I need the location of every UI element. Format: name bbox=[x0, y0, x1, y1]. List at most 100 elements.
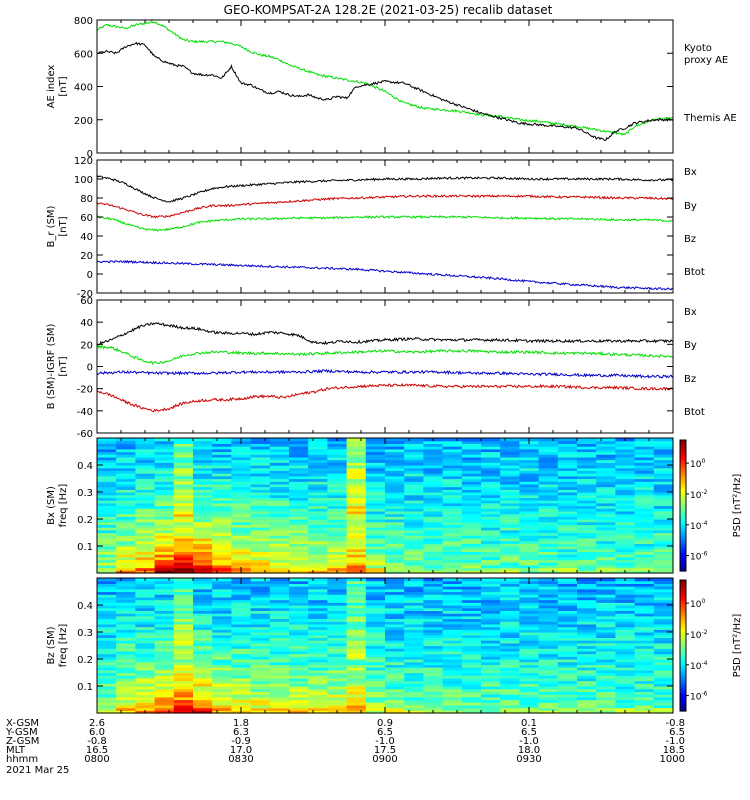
spectrogram-cell bbox=[116, 683, 136, 687]
spectrogram-cell bbox=[634, 497, 655, 501]
spectrogram-cell bbox=[154, 564, 175, 569]
legend-label: By bbox=[684, 201, 697, 212]
spectrogram-cell bbox=[461, 691, 482, 695]
spectrogram-cell bbox=[173, 516, 194, 520]
spectrogram-cell bbox=[327, 642, 348, 647]
spectrogram-cell bbox=[481, 494, 501, 498]
spectrogram-cell bbox=[154, 462, 175, 466]
spectrogram-cell bbox=[519, 637, 540, 641]
spectrogram-cell bbox=[154, 567, 175, 571]
spectrogram-cell bbox=[212, 524, 232, 528]
spectrogram-cell bbox=[557, 440, 578, 444]
spectrogram-cell bbox=[557, 540, 578, 544]
spectrogram-cell bbox=[557, 637, 578, 641]
spectrogram-cell bbox=[519, 527, 540, 531]
spectrogram-cell bbox=[557, 516, 578, 520]
spectrogram-cell bbox=[442, 696, 463, 701]
spectrogram-cell bbox=[212, 532, 232, 536]
spectrogram-cell bbox=[289, 618, 309, 622]
colorbar-cell bbox=[680, 634, 686, 638]
spectrogram-cell bbox=[538, 653, 559, 657]
spectrogram-cell bbox=[289, 467, 309, 471]
y-tick-label: 60 bbox=[80, 213, 93, 224]
spectrogram-cell bbox=[289, 632, 309, 636]
spectrogram-cell bbox=[577, 686, 597, 690]
spectrogram-cell bbox=[557, 543, 578, 547]
spectrogram-cell bbox=[519, 546, 540, 550]
spectrogram-cell bbox=[442, 699, 463, 703]
spectrogram-cell bbox=[385, 456, 405, 461]
spectrogram-cell bbox=[135, 505, 156, 509]
spectrogram-cell bbox=[385, 704, 405, 709]
spectrogram-cell bbox=[365, 529, 386, 534]
spectrogram-cell bbox=[346, 653, 367, 657]
spectrogram-cell bbox=[289, 707, 309, 711]
spectrogram-cell bbox=[500, 473, 520, 477]
spectrogram-cell bbox=[97, 448, 117, 453]
spectrogram-cell bbox=[461, 564, 482, 569]
y-tick-label: 20 bbox=[80, 251, 93, 262]
spectrogram-cell bbox=[615, 618, 636, 622]
spectrogram-cell bbox=[519, 659, 540, 663]
spectrogram-cell bbox=[193, 629, 213, 633]
colorbar-label: PSD [nT²/Hz] bbox=[732, 474, 743, 538]
spectrogram-cell bbox=[365, 475, 386, 480]
colorbar-cell bbox=[680, 636, 686, 640]
colorbar-cell bbox=[680, 686, 686, 690]
spectrogram-cell bbox=[634, 486, 655, 490]
spectrogram-cell bbox=[653, 618, 674, 622]
spectrogram-cell bbox=[461, 570, 482, 574]
spectrogram-cell bbox=[500, 451, 520, 455]
spectrogram-cell bbox=[346, 675, 367, 679]
spectrogram-cell bbox=[653, 451, 674, 455]
spectrogram-cell bbox=[289, 699, 309, 703]
spectrogram-cell bbox=[404, 637, 424, 641]
spectrogram-cell bbox=[538, 704, 559, 709]
spectrogram-cell bbox=[231, 653, 252, 657]
spectrogram-cell bbox=[481, 456, 501, 461]
spectrogram-cell bbox=[154, 615, 175, 620]
spectrogram-cell bbox=[135, 605, 156, 609]
spectrogram-cell bbox=[385, 664, 405, 668]
spectrogram-cell bbox=[538, 564, 559, 569]
spectrogram-cell bbox=[404, 556, 424, 561]
spectrogram-cell bbox=[653, 588, 674, 593]
spectrogram-cell bbox=[250, 502, 271, 507]
spectrogram-cell bbox=[212, 548, 232, 552]
spectrogram-cell bbox=[97, 438, 117, 442]
spectrogram-cell bbox=[173, 440, 194, 444]
colorbar-cell bbox=[680, 656, 686, 660]
spectrogram-cell bbox=[634, 494, 655, 498]
spectrogram-cell bbox=[557, 707, 578, 711]
spectrogram-cell bbox=[308, 483, 328, 488]
spectrogram-cell bbox=[308, 467, 328, 471]
spectrogram-cell bbox=[250, 475, 271, 480]
spectrogram-cell bbox=[596, 696, 616, 701]
colorbar-frame bbox=[679, 579, 687, 712]
spectrogram-cell bbox=[634, 704, 655, 709]
spectrogram-cell bbox=[615, 448, 636, 453]
spectrogram-cell bbox=[404, 559, 424, 563]
spectrogram-cell bbox=[365, 694, 386, 698]
spectrogram-cell bbox=[116, 535, 136, 539]
spectrogram-cell bbox=[404, 578, 424, 582]
spectrogram-cell bbox=[154, 613, 175, 617]
spectrogram-cell bbox=[557, 486, 578, 490]
spectrogram-cell bbox=[538, 513, 559, 517]
spectrogram-cell bbox=[481, 648, 501, 652]
spectrogram-cell bbox=[193, 621, 213, 625]
spectrogram-cell bbox=[461, 535, 482, 539]
spectrogram-cell bbox=[615, 613, 636, 617]
spectrogram-cell bbox=[212, 527, 232, 531]
spectrogram-cell bbox=[212, 710, 232, 714]
spectrogram-cell bbox=[193, 540, 213, 544]
legend-label: Bz bbox=[684, 234, 696, 245]
spectrogram-cell bbox=[193, 605, 213, 609]
spectrogram-cell bbox=[135, 661, 156, 665]
spectrogram-cell bbox=[212, 694, 232, 698]
spectrogram-cell bbox=[173, 519, 194, 523]
spectrogram-cell bbox=[615, 519, 636, 523]
spectrogram-cell bbox=[500, 704, 520, 709]
spectrogram-cell bbox=[231, 475, 252, 480]
spectrogram-cell bbox=[500, 683, 520, 687]
